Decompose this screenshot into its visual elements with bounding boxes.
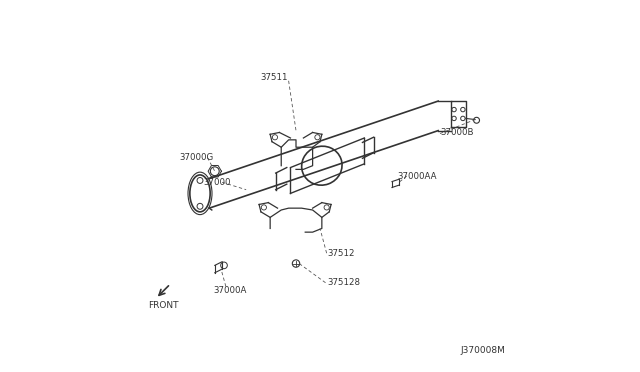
- Text: 37000A: 37000A: [213, 286, 246, 295]
- Text: 37512: 37512: [328, 249, 355, 258]
- Text: 37000G: 37000G: [179, 153, 213, 162]
- Text: FRONT: FRONT: [148, 301, 179, 311]
- Text: 375128: 375128: [328, 278, 360, 287]
- Text: 37000: 37000: [204, 178, 231, 187]
- Text: J370008M: J370008M: [460, 346, 505, 355]
- Text: 37000B: 37000B: [440, 128, 474, 137]
- Text: 37000AA: 37000AA: [397, 171, 437, 180]
- Text: 37511: 37511: [260, 73, 287, 82]
